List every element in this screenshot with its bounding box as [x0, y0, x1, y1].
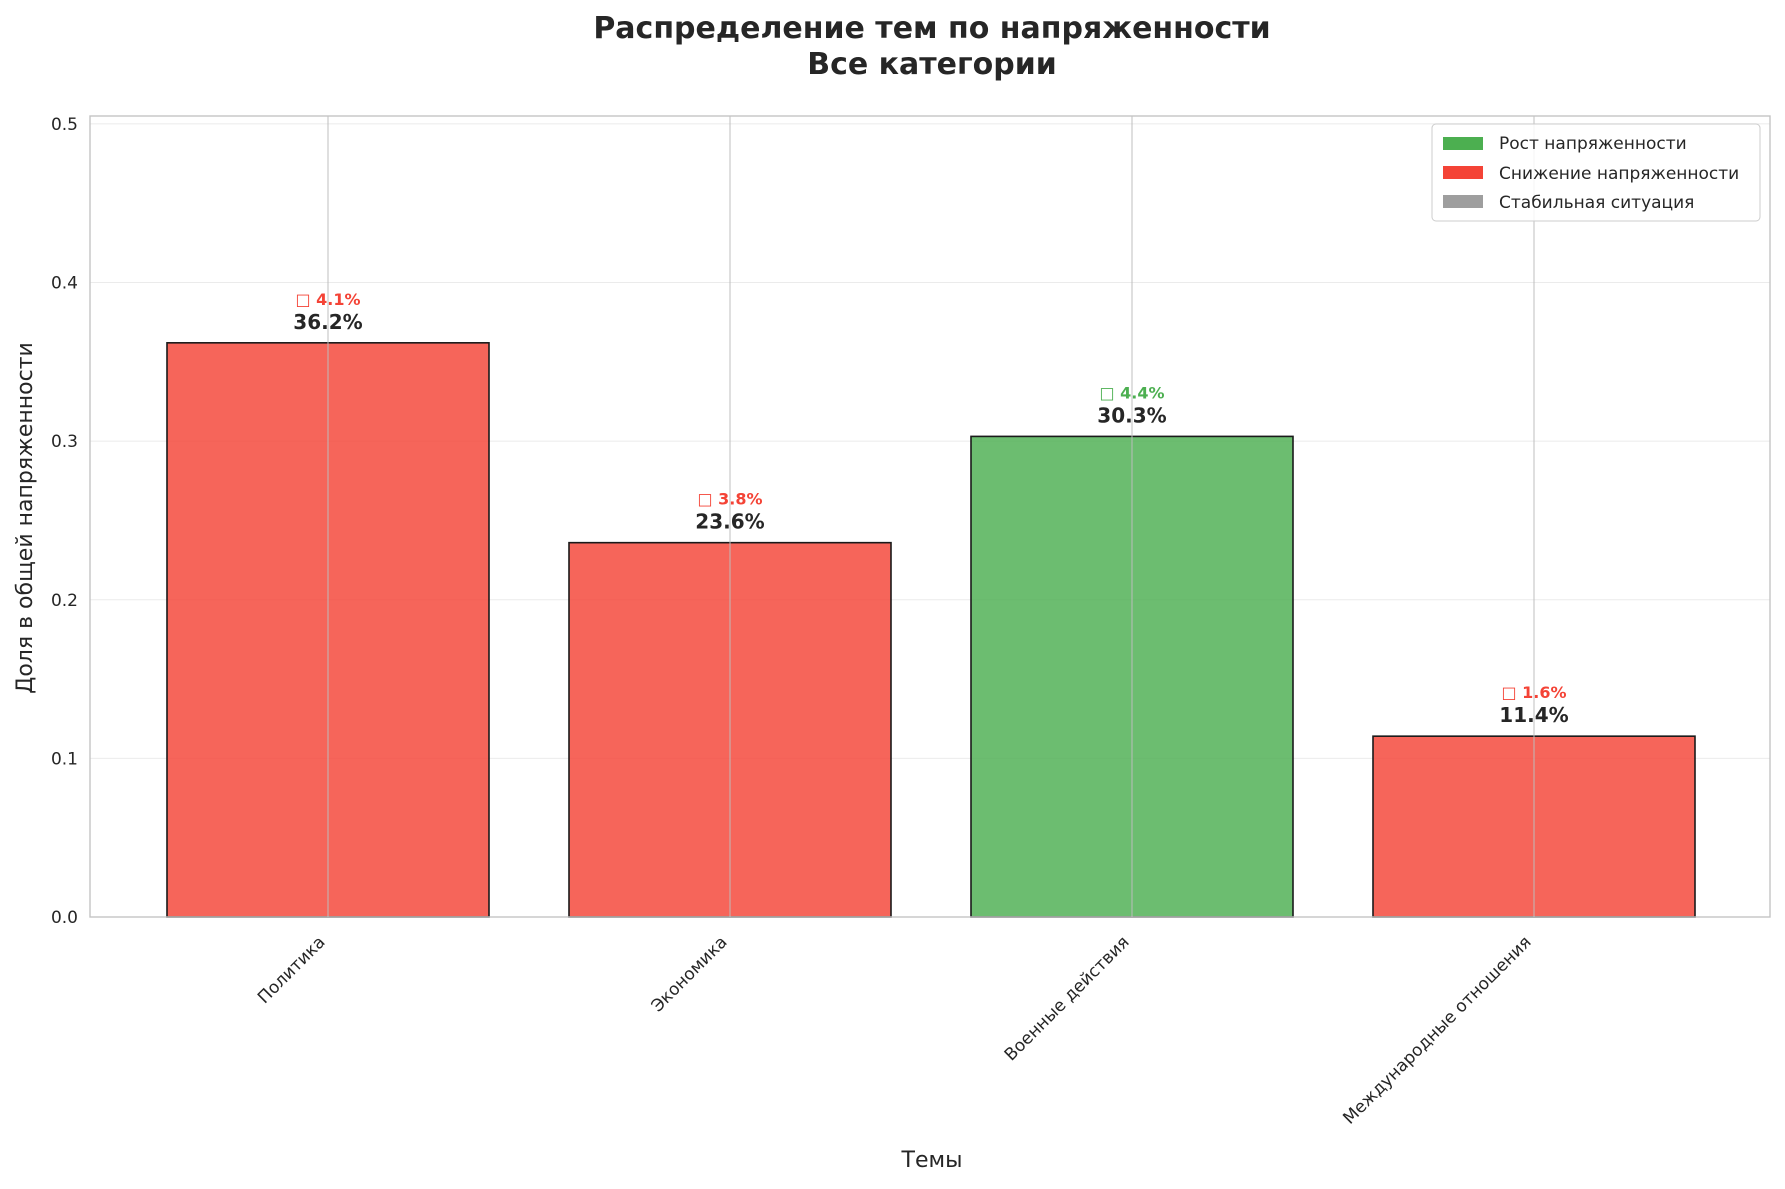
- change-label-1: □ 3.8%: [697, 490, 762, 509]
- legend-frame: [1431, 123, 1761, 222]
- y-tick-label: 0.4: [51, 274, 78, 294]
- value-label-3: 11.4%: [1499, 703, 1568, 727]
- change-label-3: □ 1.6%: [1501, 683, 1566, 702]
- value-label-1: 23.6%: [695, 510, 764, 534]
- legend-item-stable: Стабильная ситуация: [1443, 193, 1694, 213]
- value-label-0: 36.2%: [293, 310, 362, 334]
- y-tick-label: 0.0: [51, 908, 78, 928]
- legend-label-up: Рост напряженности: [1499, 134, 1687, 154]
- y-tick-label: 0.2: [51, 591, 78, 611]
- legend-item-down: Снижение напряженности: [1443, 164, 1739, 184]
- chart-title-line-1: Распределение тем по напряженности: [593, 11, 1270, 46]
- legend-swatch-up: [1443, 137, 1483, 150]
- value-label-2: 30.3%: [1097, 403, 1166, 427]
- legend-label-down: Снижение напряженности: [1499, 164, 1739, 184]
- y-axis-label: Доля в общей напряженности: [13, 342, 38, 694]
- legend: Рост напряженности Снижение напряженност…: [1431, 123, 1761, 222]
- axes-frame: [89, 115, 1771, 918]
- x-axis-label: Темы: [901, 1148, 963, 1173]
- legend-label-stable: Стабильная ситуация: [1499, 193, 1694, 213]
- legend-swatch-stable: [1443, 195, 1483, 208]
- change-label-0: □ 4.1%: [295, 290, 360, 309]
- y-tick-label: 0.3: [51, 432, 78, 452]
- plot-area: 0.0 0.1 0.2 0.3 0.4 0.5 36.2%□ 4.1% 23.6%□ 3.8%…: [51, 115, 1771, 1129]
- chart-title-line-2: Все категории: [807, 47, 1057, 82]
- change-label-2: □ 4.4%: [1099, 383, 1164, 402]
- y-tick-label: 0.1: [51, 749, 78, 769]
- legend-swatch-down: [1443, 166, 1483, 179]
- y-tick-label: 0.5: [51, 115, 78, 135]
- legend-item-up: Рост напряженности: [1443, 134, 1687, 154]
